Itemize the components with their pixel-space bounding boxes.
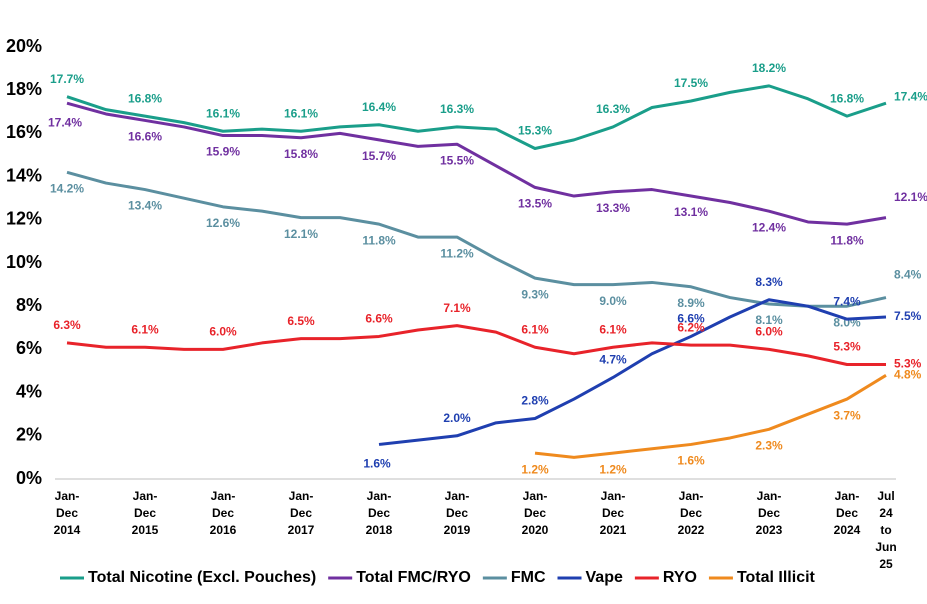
data-label: 16.3%	[440, 102, 474, 116]
data-label: 7.4%	[833, 294, 861, 308]
data-label: 12.4%	[752, 220, 786, 234]
x-tick-label: Jan-Dec 2018	[366, 489, 393, 537]
data-label: 18.2%	[752, 61, 786, 75]
data-label: 5.3%	[833, 340, 861, 354]
data-label: 1.6%	[363, 457, 391, 471]
data-label: 6.0%	[755, 325, 783, 339]
data-label: 16.6%	[128, 130, 162, 144]
data-label: 15.8%	[284, 147, 318, 161]
series-line	[66, 101, 887, 226]
data-label: 2.0%	[443, 411, 471, 425]
y-tick-label: 14%	[6, 165, 42, 185]
data-label: 16.4%	[362, 100, 396, 114]
y-tick-label: 0%	[16, 468, 42, 488]
data-label: 4.7%	[599, 353, 627, 367]
data-label: 1.2%	[521, 462, 549, 476]
data-label: 15.9%	[206, 145, 240, 159]
y-tick-label: 2%	[16, 425, 42, 445]
data-label: 13.4%	[128, 199, 162, 213]
x-tick-label: Jan-Dec 2014	[54, 489, 81, 537]
x-tick-label: Jan-Dec 2016	[210, 489, 237, 537]
data-label: 6.0%	[209, 325, 237, 339]
data-label: 17.7%	[50, 72, 84, 86]
x-tick-label: Jan-Dec 2022	[678, 489, 705, 537]
data-label: 6.1%	[599, 322, 627, 336]
data-label: 11.8%	[362, 233, 396, 247]
x-tick-label: Jan-Dec 2020	[522, 489, 549, 537]
data-label: 1.2%	[599, 462, 627, 476]
series-line	[378, 298, 887, 446]
data-label: 2.8%	[521, 394, 549, 408]
data-label: 16.3%	[596, 102, 630, 116]
y-tick-label: 16%	[6, 122, 42, 142]
data-label: 16.1%	[206, 106, 240, 120]
data-label: 2.3%	[755, 438, 783, 452]
x-tick-label: Jan-Dec 2021	[600, 489, 627, 537]
data-label: 8.4%	[894, 268, 922, 282]
data-label: 7.5%	[894, 309, 922, 323]
series-line	[66, 170, 887, 308]
data-label: 11.8%	[830, 233, 864, 247]
data-label: 13.3%	[596, 201, 630, 215]
data-label: 11.2%	[440, 246, 474, 260]
data-label: 6.3%	[53, 318, 81, 332]
data-label: 4.8%	[894, 367, 922, 381]
y-tick-label: 4%	[16, 381, 42, 401]
series-line	[66, 84, 887, 151]
data-label: 15.3%	[518, 124, 552, 138]
data-label: 17.4%	[48, 115, 82, 129]
data-label: 12.1%	[894, 190, 927, 204]
y-tick-label: 12%	[6, 209, 42, 229]
data-label: 12.6%	[206, 216, 240, 230]
data-label: 15.7%	[362, 149, 396, 163]
data-label: 3.7%	[833, 408, 861, 422]
x-tick-label: Jan-Dec 2023	[756, 489, 783, 537]
data-label: 9.3%	[521, 287, 549, 301]
x-tick-label: Jan-Dec 2024	[834, 489, 861, 537]
data-label: 12.1%	[284, 227, 318, 241]
y-tick-label: 10%	[6, 252, 42, 272]
data-label: 17.4%	[894, 89, 927, 103]
legend-label: Total Illicit	[737, 569, 816, 586]
data-label: 9.0%	[599, 294, 627, 308]
data-label: 6.5%	[287, 314, 315, 328]
x-tick-label: Jul 24 to Jun 25	[875, 489, 896, 571]
data-label: 7.1%	[443, 301, 471, 315]
data-label: 8.9%	[677, 296, 705, 310]
x-tick-label: Jan-Dec 2017	[288, 489, 315, 537]
y-tick-label: 18%	[6, 79, 42, 99]
data-label: 6.1%	[131, 322, 159, 336]
x-tick-label: Jan-Dec 2019	[444, 489, 471, 537]
legend-label: FMC	[511, 569, 546, 586]
data-label: 8.3%	[755, 275, 783, 289]
x-tick-label: Jan-Dec 2015	[132, 489, 159, 537]
legend-label: Vape	[586, 569, 623, 586]
data-label: 5.3%	[894, 357, 922, 371]
legend-label: Total Nicotine (Excl. Pouches)	[88, 569, 316, 586]
series-line	[66, 324, 886, 367]
data-label: 16.1%	[284, 106, 318, 120]
y-tick-label: 20%	[6, 36, 42, 56]
data-label: 15.5%	[440, 153, 474, 167]
data-label: 8.1%	[755, 313, 783, 327]
data-label: 6.6%	[365, 312, 393, 326]
data-label: 6.6%	[677, 312, 705, 326]
y-tick-label: 8%	[16, 295, 42, 315]
data-label: 13.1%	[674, 205, 708, 219]
data-label: 13.5%	[518, 197, 552, 211]
data-label: 1.6%	[677, 454, 705, 468]
series-line	[534, 374, 887, 459]
legend-label: RYO	[663, 569, 697, 586]
data-label: 6.1%	[521, 322, 549, 336]
data-label: 14.2%	[50, 181, 84, 195]
data-label: 6.2%	[677, 320, 705, 334]
data-label: 16.8%	[830, 91, 864, 105]
y-tick-label: 6%	[16, 338, 42, 358]
data-label: 17.5%	[674, 76, 708, 90]
data-label: 16.8%	[128, 91, 162, 105]
legend-label: Total FMC/RYO	[356, 569, 471, 586]
